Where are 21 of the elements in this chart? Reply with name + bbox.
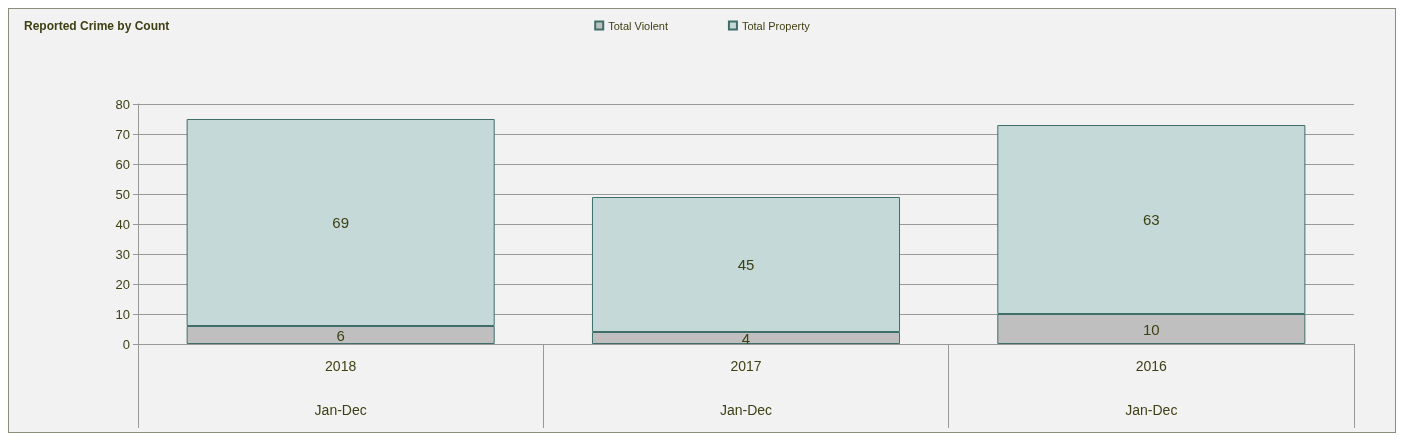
y-tick-label: 80	[115, 96, 130, 112]
data-label: 63	[1142, 211, 1160, 228]
y-tick-label: 60	[115, 156, 130, 172]
data-label: 45	[737, 256, 755, 273]
data-label: 10	[1142, 320, 1160, 338]
category-label: 2018 Jan-Dec	[314, 358, 367, 418]
data-label: 69	[332, 214, 350, 231]
y-tick-label: 30	[115, 246, 130, 262]
category-label: 2017 Jan-Dec	[719, 358, 773, 418]
y-tick-label: 50	[115, 186, 130, 202]
category-label: 2016 Jan-Dec	[1125, 358, 1178, 418]
y-tick-label: 20	[115, 276, 130, 292]
y-tick-label: 10	[115, 306, 130, 322]
chart-title: Reported Crime by Count	[24, 19, 170, 33]
y-tick-label: 40	[115, 216, 130, 232]
y-tick-label: 0	[122, 336, 130, 352]
legend-label: Total Violent	[608, 19, 668, 32]
legend-label: Total Property	[741, 19, 811, 32]
y-tick-label: 70	[115, 126, 130, 142]
data-label: 4	[741, 329, 751, 347]
data-label: 6	[336, 326, 345, 344]
